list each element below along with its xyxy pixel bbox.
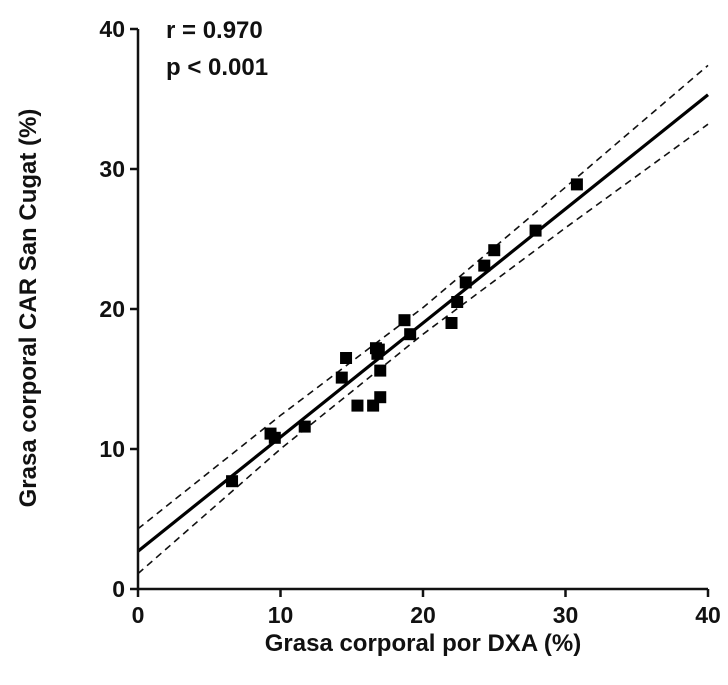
data-point (226, 475, 239, 488)
data-point (372, 343, 385, 356)
data-point (374, 364, 387, 377)
data-point (529, 224, 542, 237)
annotation-p: p < 0.001 (166, 54, 268, 81)
ci-upper-line (137, 64, 709, 530)
data-point (445, 317, 458, 329)
regression-line-group (136, 93, 710, 553)
axes (136, 29, 708, 591)
data-point (351, 399, 364, 412)
x-tick-label: 20 (410, 602, 436, 628)
ci-lower-line (137, 123, 709, 575)
data-point (298, 420, 311, 433)
x-tick-label: 10 (268, 602, 294, 628)
data-point (478, 259, 491, 272)
y-axis-label: Grasa corporal CAR San Cugat (%) (15, 109, 42, 508)
annotation-r: r = 0.970 (166, 17, 263, 44)
data-point (340, 352, 353, 364)
y-tick-label: 10 (99, 436, 125, 462)
data-point (488, 244, 501, 257)
data-point (451, 296, 464, 308)
data-points (226, 178, 583, 488)
x-tick-label: 0 (132, 602, 145, 628)
x-axis-label: Grasa corporal por DXA (%) (265, 630, 582, 657)
regression-line (136, 93, 710, 553)
y-tick-label: 20 (99, 296, 125, 322)
x-tick-label: 30 (553, 602, 579, 628)
data-point (398, 314, 411, 327)
data-point (374, 391, 387, 404)
y-tick-label: 30 (99, 156, 125, 182)
y-tick-label: 0 (112, 576, 125, 602)
ticks: 0 10 20 30 40 0 10 20 30 40 (99, 16, 720, 628)
data-point (570, 178, 583, 191)
data-point (268, 431, 281, 444)
y-tick-label: 40 (99, 16, 125, 42)
data-point (404, 328, 417, 341)
x-tick-label: 40 (695, 602, 721, 628)
confidence-interval-lines (137, 64, 709, 575)
data-point (459, 276, 472, 289)
data-point (335, 371, 348, 384)
